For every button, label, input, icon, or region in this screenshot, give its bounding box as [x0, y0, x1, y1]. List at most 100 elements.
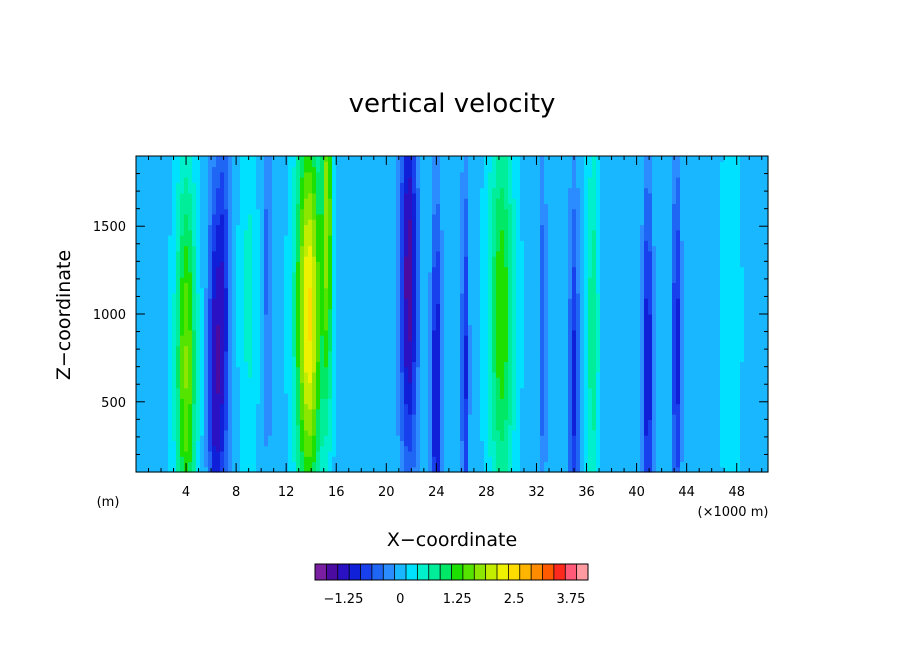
heatmap-cell [208, 224, 213, 231]
heatmap-cell [268, 429, 273, 436]
heatmap-cell [460, 314, 465, 320]
heatmap-cell [212, 429, 217, 436]
heatmap-cell [420, 219, 425, 226]
heatmap-cell [156, 393, 161, 399]
heatmap-cell [172, 440, 177, 447]
heatmap-cell [436, 466, 441, 473]
heatmap-cell [188, 387, 193, 394]
heatmap-cell [200, 219, 205, 226]
heatmap-cell [372, 298, 377, 305]
heatmap-cell [204, 156, 209, 162]
heatmap-cell [244, 208, 249, 215]
heatmap-cell [420, 277, 425, 283]
heatmap-cell [172, 456, 177, 463]
heatmap-cell [448, 329, 453, 336]
heatmap-cell [244, 182, 249, 189]
heatmap-cell [324, 292, 329, 299]
heatmap-cell [320, 287, 325, 294]
heatmap-cell [412, 424, 417, 431]
heatmap-cell [452, 445, 457, 452]
heatmap-cell [440, 287, 445, 294]
heatmap-cell [228, 398, 233, 405]
heatmap-cell [220, 398, 225, 405]
heatmap-cell [212, 408, 217, 415]
heatmap-cell [148, 298, 153, 305]
heatmap-cell [220, 308, 225, 315]
heatmap-cell [292, 219, 297, 226]
heatmap-cell [256, 340, 261, 347]
heatmap-cell [352, 450, 357, 457]
heatmap-cell [344, 256, 349, 262]
heatmap-cell [404, 314, 409, 320]
heatmap-cell [192, 319, 197, 326]
heatmap-cell [328, 419, 333, 426]
heatmap-cell [304, 287, 309, 294]
heatmap-cell [380, 229, 385, 236]
heatmap-cell [300, 393, 305, 399]
heatmap-cell [288, 445, 293, 452]
heatmap-cell [328, 203, 333, 210]
heatmap-cell [332, 182, 337, 189]
heatmap-cell [184, 361, 189, 368]
heatmap-cell [392, 171, 397, 178]
heatmap-cell [372, 393, 377, 399]
heatmap-cell [444, 161, 449, 168]
heatmap-cell [172, 156, 177, 162]
heatmap-cell [252, 161, 257, 168]
heatmap-cell [272, 282, 277, 289]
heatmap-cell [388, 256, 393, 262]
heatmap-cell [320, 229, 325, 236]
heatmap-cell [384, 271, 389, 278]
heatmap-cell [444, 250, 449, 257]
heatmap-cell [260, 429, 265, 436]
heatmap-cell [264, 435, 269, 441]
heatmap-cell [188, 424, 193, 431]
heatmap-cell [248, 419, 253, 426]
heatmap-cell [200, 429, 205, 436]
heatmap-cell [356, 387, 361, 394]
heatmap-cell [180, 356, 185, 362]
heatmap-cell [272, 235, 277, 241]
heatmap-cell [444, 314, 449, 320]
heatmap-cell [424, 303, 429, 310]
heatmap-cell [180, 250, 185, 257]
heatmap-cell [356, 335, 361, 341]
heatmap-cell [204, 403, 209, 410]
heatmap-cell [208, 187, 213, 194]
heatmap-cell [264, 408, 269, 415]
heatmap-field [136, 156, 769, 473]
heatmap-cell [380, 387, 385, 394]
heatmap-cell [156, 282, 161, 289]
heatmap-cell [236, 361, 241, 368]
heatmap-cell [412, 335, 417, 341]
heatmap-cell [456, 361, 461, 368]
heatmap-cell [152, 335, 157, 341]
heatmap-cell [328, 366, 333, 373]
heatmap-cell [168, 277, 173, 283]
heatmap-cell [332, 192, 337, 199]
heatmap-cell [460, 245, 465, 252]
heatmap-cell [432, 387, 437, 394]
heatmap-cell [256, 240, 261, 247]
heatmap-cell [236, 224, 241, 231]
heatmap-cell [332, 224, 337, 231]
heatmap-cell [316, 419, 321, 426]
heatmap-cell [160, 213, 165, 220]
heatmap-cell [204, 292, 209, 299]
heatmap-cell [248, 456, 253, 463]
heatmap-cell [428, 308, 433, 315]
heatmap-cell [256, 166, 261, 173]
heatmap-cell [320, 450, 325, 457]
heatmap-cell [240, 192, 245, 199]
heatmap-cell [288, 424, 293, 431]
heatmap-cell [228, 387, 233, 394]
heatmap-cell [248, 266, 253, 273]
heatmap-cell [416, 261, 421, 268]
heatmap-cell [228, 282, 233, 289]
heatmap-cell [436, 192, 441, 199]
heatmap-cell [204, 261, 209, 268]
heatmap-cell [248, 235, 253, 241]
heatmap-cell [252, 156, 257, 162]
heatmap-cell [188, 435, 193, 441]
heatmap-cell [396, 235, 401, 241]
